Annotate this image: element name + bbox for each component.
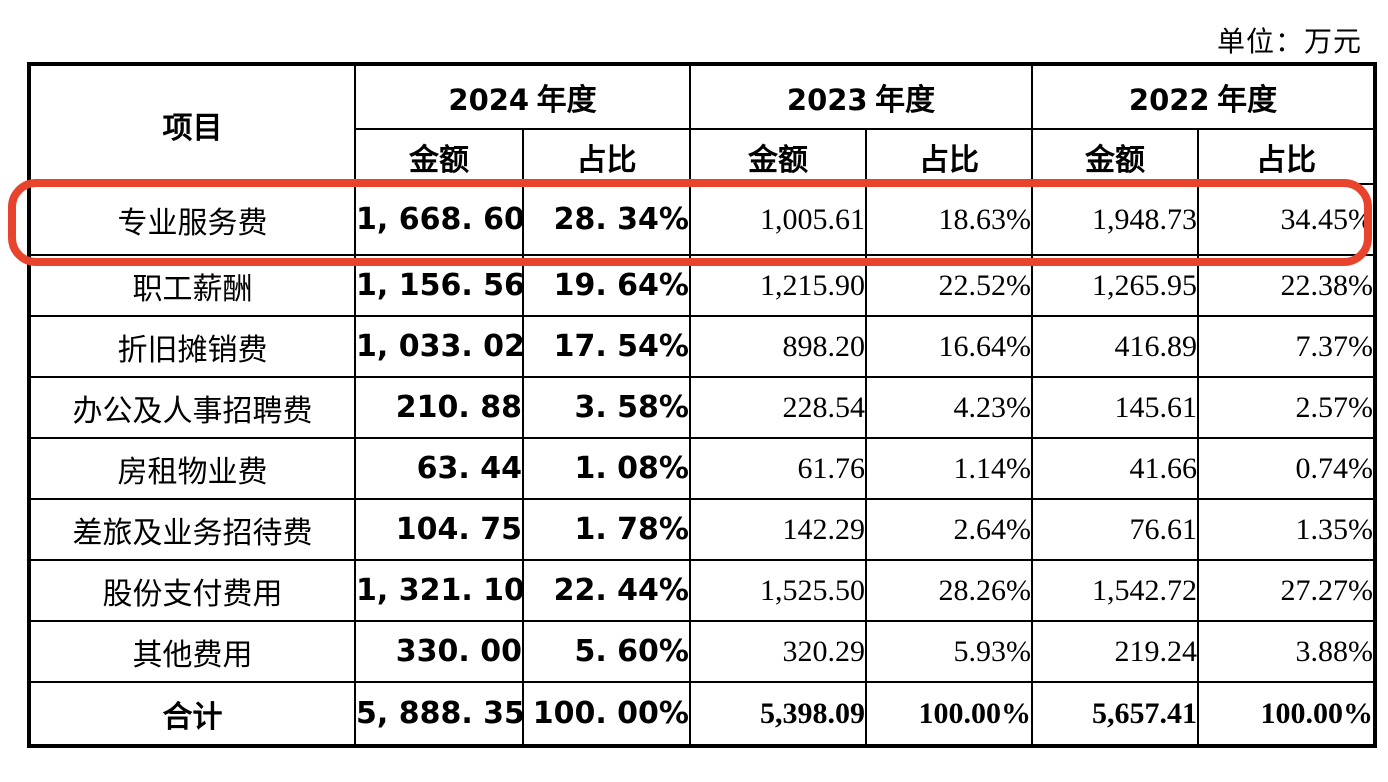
amount-2024: 104. 75 xyxy=(354,498,524,561)
total-label: 合计 xyxy=(28,681,356,747)
subheader-amount-2023: 金额 xyxy=(689,128,867,185)
table-row-office-recruitment: 办公及人事招聘费 210. 88 3. 58% 228.54 4.23% 145… xyxy=(28,376,1376,439)
amount-2024: 330. 00 xyxy=(354,620,524,683)
expense-table: 项目 2024 年度 2023 年度 2022 年度 金额 占比 金额 占比 金… xyxy=(27,62,1377,748)
ratio-2024: 5. 60% xyxy=(522,620,691,683)
amount-2023: 898.20 xyxy=(689,315,867,378)
total-ratio-2024: 100. 00% xyxy=(522,681,691,747)
total-amount-2022: 5,657.41 xyxy=(1031,681,1199,747)
table-row-employee-compensation: 职工薪酬 1, 156. 56 19. 64% 1,215.90 22.52% … xyxy=(28,254,1376,317)
amount-2024: 1, 156. 56 xyxy=(354,254,524,317)
amount-2022: 145.61 xyxy=(1031,376,1199,439)
ratio-2023: 2.64% xyxy=(865,498,1033,561)
year-suffix: 年度 xyxy=(536,84,597,117)
ratio-2023: 16.64% xyxy=(865,315,1033,378)
amount-2024: 210. 88 xyxy=(354,376,524,439)
ratio-2022: 1.35% xyxy=(1197,498,1376,561)
subheader-ratio-2023: 占比 xyxy=(865,128,1033,185)
ratio-2024: 19. 64% xyxy=(522,254,691,317)
amount-2024: 63. 44 xyxy=(354,437,524,500)
total-ratio-2022: 100.00% xyxy=(1197,681,1376,747)
row-item-label: 其他费用 xyxy=(28,620,356,683)
amount-2023: 61.76 xyxy=(689,437,867,500)
table-row-professional-services: 专业服务费 1, 668. 60 28. 34% 1,005.61 18.63%… xyxy=(28,183,1376,256)
amount-2022: 41.66 xyxy=(1031,437,1199,500)
amount-2023: 320.29 xyxy=(689,620,867,683)
amount-2022: 219.24 xyxy=(1031,620,1199,683)
amount-2022: 416.89 xyxy=(1031,315,1199,378)
row-item-label: 办公及人事招聘费 xyxy=(28,376,356,439)
ratio-2024: 17. 54% xyxy=(522,315,691,378)
row-item-label: 折旧摊销费 xyxy=(28,315,356,378)
ratio-2022: 7.37% xyxy=(1197,315,1376,378)
ratio-2022: 22.38% xyxy=(1197,254,1376,317)
ratio-2024: 1. 08% xyxy=(522,437,691,500)
amount-2022: 76.61 xyxy=(1031,498,1199,561)
year-2023: 2023 xyxy=(786,83,868,117)
row-item-label: 职工薪酬 xyxy=(28,254,356,317)
amount-2023: 1,005.61 xyxy=(689,183,867,256)
column-header-2024: 2024 年度 xyxy=(354,63,691,130)
subheader-amount-2024: 金额 xyxy=(354,128,524,185)
table-row-other-expenses: 其他费用 330. 00 5. 60% 320.29 5.93% 219.24 … xyxy=(28,620,1376,683)
row-item-label: 差旅及业务招待费 xyxy=(28,498,356,561)
amount-2023: 1,525.50 xyxy=(689,559,867,622)
ratio-2023: 18.63% xyxy=(865,183,1033,256)
row-item-label: 房租物业费 xyxy=(28,437,356,500)
ratio-2023: 28.26% xyxy=(865,559,1033,622)
amount-2022: 1,265.95 xyxy=(1031,254,1199,317)
total-ratio-2023: 100.00% xyxy=(865,681,1033,747)
amount-2023: 1,215.90 xyxy=(689,254,867,317)
column-header-2023: 2023 年度 xyxy=(689,63,1033,130)
table-row-rent-property: 房租物业费 63. 44 1. 08% 61.76 1.14% 41.66 0.… xyxy=(28,437,1376,500)
ratio-2022: 27.27% xyxy=(1197,559,1376,622)
ratio-2024: 3. 58% xyxy=(522,376,691,439)
table-row-total: 合计 5, 888. 35 100. 00% 5,398.09 100.00% … xyxy=(28,681,1376,747)
amount-2023: 142.29 xyxy=(689,498,867,561)
amount-2022: 1,948.73 xyxy=(1031,183,1199,256)
year-2024: 2024 xyxy=(448,83,530,117)
ratio-2022: 34.45% xyxy=(1197,183,1376,256)
amount-2024: 1, 321. 10 xyxy=(354,559,524,622)
header-row-years: 项目 2024 年度 2023 年度 2022 年度 xyxy=(28,63,1376,185)
column-header-item: 项目 xyxy=(28,63,356,185)
year-suffix: 年度 xyxy=(1217,84,1278,117)
year-2022: 2022 xyxy=(1128,83,1210,117)
amount-2024: 1, 668. 60 xyxy=(354,183,524,256)
total-amount-2024: 5, 888. 35 xyxy=(354,681,524,747)
subheader-ratio-2024: 占比 xyxy=(522,128,691,185)
ratio-2024: 22. 44% xyxy=(522,559,691,622)
amount-2024: 1, 033. 02 xyxy=(354,315,524,378)
ratio-2024: 28. 34% xyxy=(522,183,691,256)
unit-label: 单位：万元 xyxy=(1216,27,1362,58)
year-suffix: 年度 xyxy=(875,84,936,117)
table-row-travel-entertainment: 差旅及业务招待费 104. 75 1. 78% 142.29 2.64% 76.… xyxy=(28,498,1376,561)
ratio-2022: 3.88% xyxy=(1197,620,1376,683)
row-item-label: 专业服务费 xyxy=(28,183,356,256)
ratio-2024: 1. 78% xyxy=(522,498,691,561)
subheader-ratio-2022: 占比 xyxy=(1197,128,1376,185)
total-amount-2023: 5,398.09 xyxy=(689,681,867,747)
ratio-2023: 5.93% xyxy=(865,620,1033,683)
row-item-label: 股份支付费用 xyxy=(28,559,356,622)
column-header-2022: 2022 年度 xyxy=(1031,63,1376,130)
table-row-share-payment: 股份支付费用 1, 321. 10 22. 44% 1,525.50 28.26… xyxy=(28,559,1376,622)
ratio-2023: 1.14% xyxy=(865,437,1033,500)
ratio-2023: 4.23% xyxy=(865,376,1033,439)
amount-2022: 1,542.72 xyxy=(1031,559,1199,622)
amount-2023: 228.54 xyxy=(689,376,867,439)
subheader-amount-2022: 金额 xyxy=(1031,128,1199,185)
ratio-2023: 22.52% xyxy=(865,254,1033,317)
ratio-2022: 2.57% xyxy=(1197,376,1376,439)
ratio-2022: 0.74% xyxy=(1197,437,1376,500)
table-row-depreciation-amortization: 折旧摊销费 1, 033. 02 17. 54% 898.20 16.64% 4… xyxy=(28,315,1376,378)
